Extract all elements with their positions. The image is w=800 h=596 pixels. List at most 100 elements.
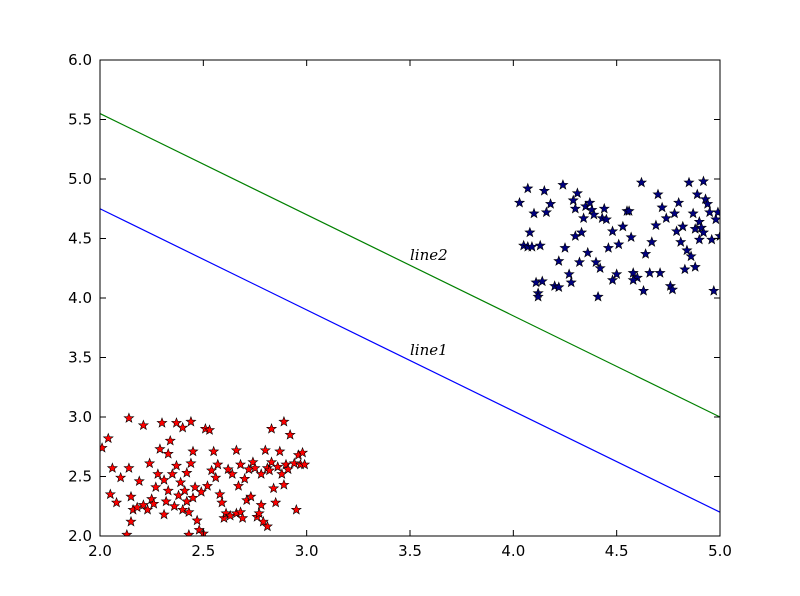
scatter-point bbox=[652, 188, 664, 200]
scatter-point bbox=[146, 493, 158, 504]
scatter-point bbox=[121, 528, 133, 536]
scatter-point bbox=[239, 473, 251, 484]
scatter-point bbox=[123, 412, 135, 423]
scatter-point bbox=[152, 468, 164, 479]
scatter-point bbox=[582, 246, 594, 258]
scatter-point bbox=[702, 198, 714, 209]
scatter-point bbox=[148, 498, 160, 509]
y-tick-label: 2.5 bbox=[68, 468, 92, 486]
scatter-point bbox=[125, 515, 137, 527]
scatter-point bbox=[611, 268, 623, 279]
scatter-point bbox=[177, 503, 189, 515]
scatter-point bbox=[571, 187, 583, 199]
scatter-point bbox=[573, 256, 586, 268]
scatter-point bbox=[195, 486, 207, 497]
scatter-point bbox=[640, 248, 652, 259]
y-tick-label: 4.0 bbox=[68, 289, 92, 307]
scatter-point bbox=[685, 250, 697, 262]
scatter-point bbox=[259, 444, 271, 456]
scatter-point bbox=[249, 462, 261, 473]
scatter-point bbox=[137, 419, 149, 431]
scatter-point bbox=[714, 230, 720, 241]
scatter-point bbox=[567, 194, 579, 206]
scatter-point bbox=[689, 261, 701, 272]
scatter-point bbox=[536, 275, 548, 287]
scatter-point bbox=[673, 196, 685, 208]
scatter-point bbox=[695, 221, 707, 233]
scatter-point bbox=[282, 463, 294, 475]
scatter-point bbox=[522, 182, 534, 194]
scatter-point bbox=[623, 205, 635, 216]
scatter-point bbox=[210, 471, 222, 483]
scatter-point bbox=[613, 238, 625, 250]
y-tick-label: 3.0 bbox=[68, 408, 92, 426]
scatter-point bbox=[637, 285, 650, 296]
scatter-point bbox=[170, 417, 183, 428]
scatter-point bbox=[158, 508, 170, 520]
scatter-point bbox=[646, 236, 658, 247]
scatter-point bbox=[133, 475, 145, 487]
scatter-point bbox=[115, 471, 127, 483]
scatter-point bbox=[693, 233, 705, 245]
scatter-point bbox=[544, 198, 557, 209]
scatter-point bbox=[644, 267, 656, 278]
x-tick-label: 2.5 bbox=[191, 542, 215, 560]
scatter-point bbox=[203, 424, 216, 435]
scatter-point bbox=[100, 442, 108, 453]
scatter-point bbox=[528, 207, 540, 219]
scatter-point bbox=[592, 290, 604, 302]
scatter-point bbox=[179, 484, 191, 496]
scatter-point bbox=[584, 196, 596, 208]
scatter-point bbox=[679, 263, 691, 275]
scatter-point bbox=[290, 503, 302, 515]
scatter-point bbox=[602, 242, 614, 253]
scatter-point bbox=[104, 488, 116, 500]
scatter-point bbox=[693, 215, 705, 227]
scatter-point bbox=[164, 434, 176, 446]
scatter-point bbox=[102, 432, 114, 444]
scatter-point bbox=[185, 457, 197, 469]
scatter-point bbox=[187, 445, 199, 457]
scatter-point bbox=[557, 179, 569, 190]
series-line-line2 bbox=[100, 113, 720, 418]
scatter-point bbox=[226, 468, 238, 479]
scatter-point bbox=[697, 226, 710, 238]
scatter-point bbox=[675, 236, 687, 247]
scatter-point bbox=[156, 417, 168, 428]
scatter-point bbox=[677, 220, 689, 232]
scatter-point bbox=[559, 242, 571, 253]
scatter-point bbox=[170, 459, 183, 471]
annotation-line1: line1 bbox=[410, 341, 448, 359]
scatter-point bbox=[216, 496, 228, 508]
scatter-point bbox=[183, 506, 195, 517]
scatter-point bbox=[598, 202, 610, 214]
y-tick-label: 3.5 bbox=[68, 349, 92, 367]
scatter-point bbox=[606, 274, 619, 285]
x-tick-label: 2.0 bbox=[88, 542, 112, 560]
series-line-line1 bbox=[100, 208, 720, 513]
scatter-point bbox=[627, 274, 639, 285]
scatter-point bbox=[255, 468, 267, 479]
scatter-point bbox=[540, 206, 552, 218]
scatter-point bbox=[131, 501, 143, 513]
scatter-point bbox=[553, 281, 565, 293]
scatter-point bbox=[712, 206, 720, 218]
scatter-point bbox=[110, 496, 123, 508]
scatter-point bbox=[553, 255, 565, 266]
scatter-point bbox=[191, 514, 203, 526]
scatter-point bbox=[617, 220, 629, 232]
scatter-point bbox=[234, 506, 247, 517]
scatter-point bbox=[208, 445, 220, 457]
scatter-point bbox=[168, 500, 180, 511]
scatter-point bbox=[245, 490, 257, 502]
scatter-point bbox=[230, 444, 242, 456]
scatter-point bbox=[586, 204, 598, 215]
scatter-point bbox=[708, 285, 720, 296]
x-tick-label: 4.0 bbox=[501, 542, 525, 560]
scatter-point bbox=[263, 464, 276, 476]
scatter-point bbox=[278, 478, 290, 490]
scatter-point bbox=[177, 421, 189, 433]
scatter-point bbox=[272, 461, 284, 472]
x-tick-label: 3.5 bbox=[398, 542, 422, 560]
